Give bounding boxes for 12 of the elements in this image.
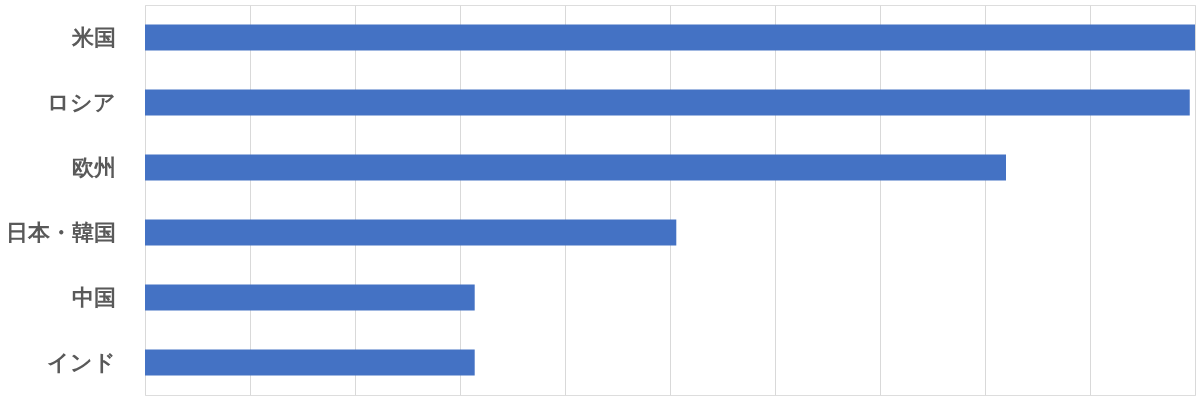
bar xyxy=(145,219,677,246)
y-tick-label: 欧州 xyxy=(71,154,116,180)
y-tick-label: 日本・韓国 xyxy=(5,219,116,245)
y-tick-label: 米国 xyxy=(70,24,116,50)
bar xyxy=(145,24,1195,51)
bar xyxy=(145,284,475,311)
bar xyxy=(145,349,475,376)
bar xyxy=(145,89,1190,116)
bar xyxy=(145,154,1006,181)
y-tick-label: インド xyxy=(46,349,116,375)
y-tick-label: ロシア xyxy=(46,89,116,115)
y-tick-label: 中国 xyxy=(71,284,116,310)
